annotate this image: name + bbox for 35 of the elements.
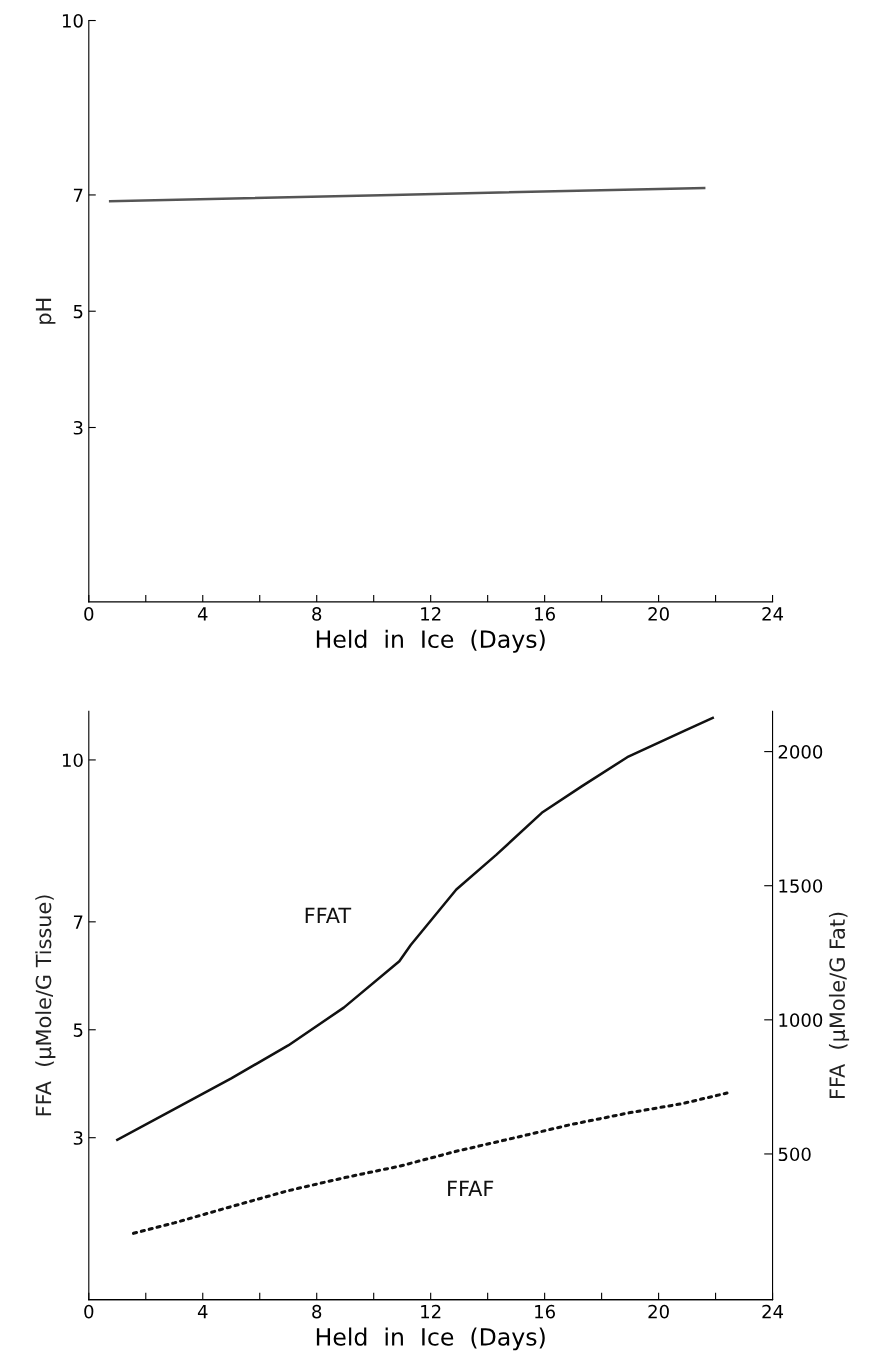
y-tick-label: 3 — [73, 1131, 83, 1145]
x-tick-label: 24 — [762, 607, 784, 621]
y-axis-title: pH — [35, 298, 56, 324]
x-tick-label: 24 — [762, 1304, 784, 1319]
y-tick-label: 10 — [62, 753, 83, 768]
x-tick-label: 8 — [312, 1304, 322, 1319]
x-tick-label: 16 — [535, 1304, 555, 1319]
y2-axis-title: FFA (μMole/G Fat) — [828, 912, 850, 1099]
y-tick-label: 5 — [73, 304, 83, 319]
x-tick-label: 20 — [648, 607, 669, 621]
y-tick-label: 7 — [73, 188, 83, 202]
y-tick-label: 7 — [73, 915, 83, 929]
text: FFAT — [305, 907, 352, 924]
x-tick-label: 8 — [312, 607, 322, 621]
series-label: FFAF — [448, 1180, 494, 1196]
x-axis-title: Held in Ice (Days) — [316, 1327, 545, 1351]
y-tick-label: 10 — [62, 13, 83, 28]
x-tick-label: 12 — [421, 1304, 441, 1319]
line-series — [132, 1091, 729, 1235]
x-tick-label: 4 — [197, 1305, 208, 1319]
x-tick-label: 0 — [84, 607, 94, 621]
y2-tick-label: 1500 — [779, 879, 823, 893]
y2-tick-label: 2000 — [778, 745, 823, 759]
y-axis-title: FFA (μMole/G Tissue) — [35, 895, 56, 1116]
x-tick-label: 16 — [535, 607, 555, 621]
x-tick-label: 0 — [84, 1304, 94, 1319]
x-tick-label: 20 — [648, 1304, 669, 1319]
x-axis-title: Held in Ice (Days) — [316, 629, 545, 653]
y2-tick-label: 1000 — [779, 1013, 823, 1027]
y-tick-label: 3 — [73, 420, 83, 435]
y2-tick-label: 500 — [778, 1147, 811, 1162]
y-tick-label: 5 — [73, 1023, 83, 1037]
line-series — [116, 716, 714, 1142]
x-tick-label: 12 — [421, 607, 441, 621]
x-tick-label: 4 — [197, 607, 208, 621]
